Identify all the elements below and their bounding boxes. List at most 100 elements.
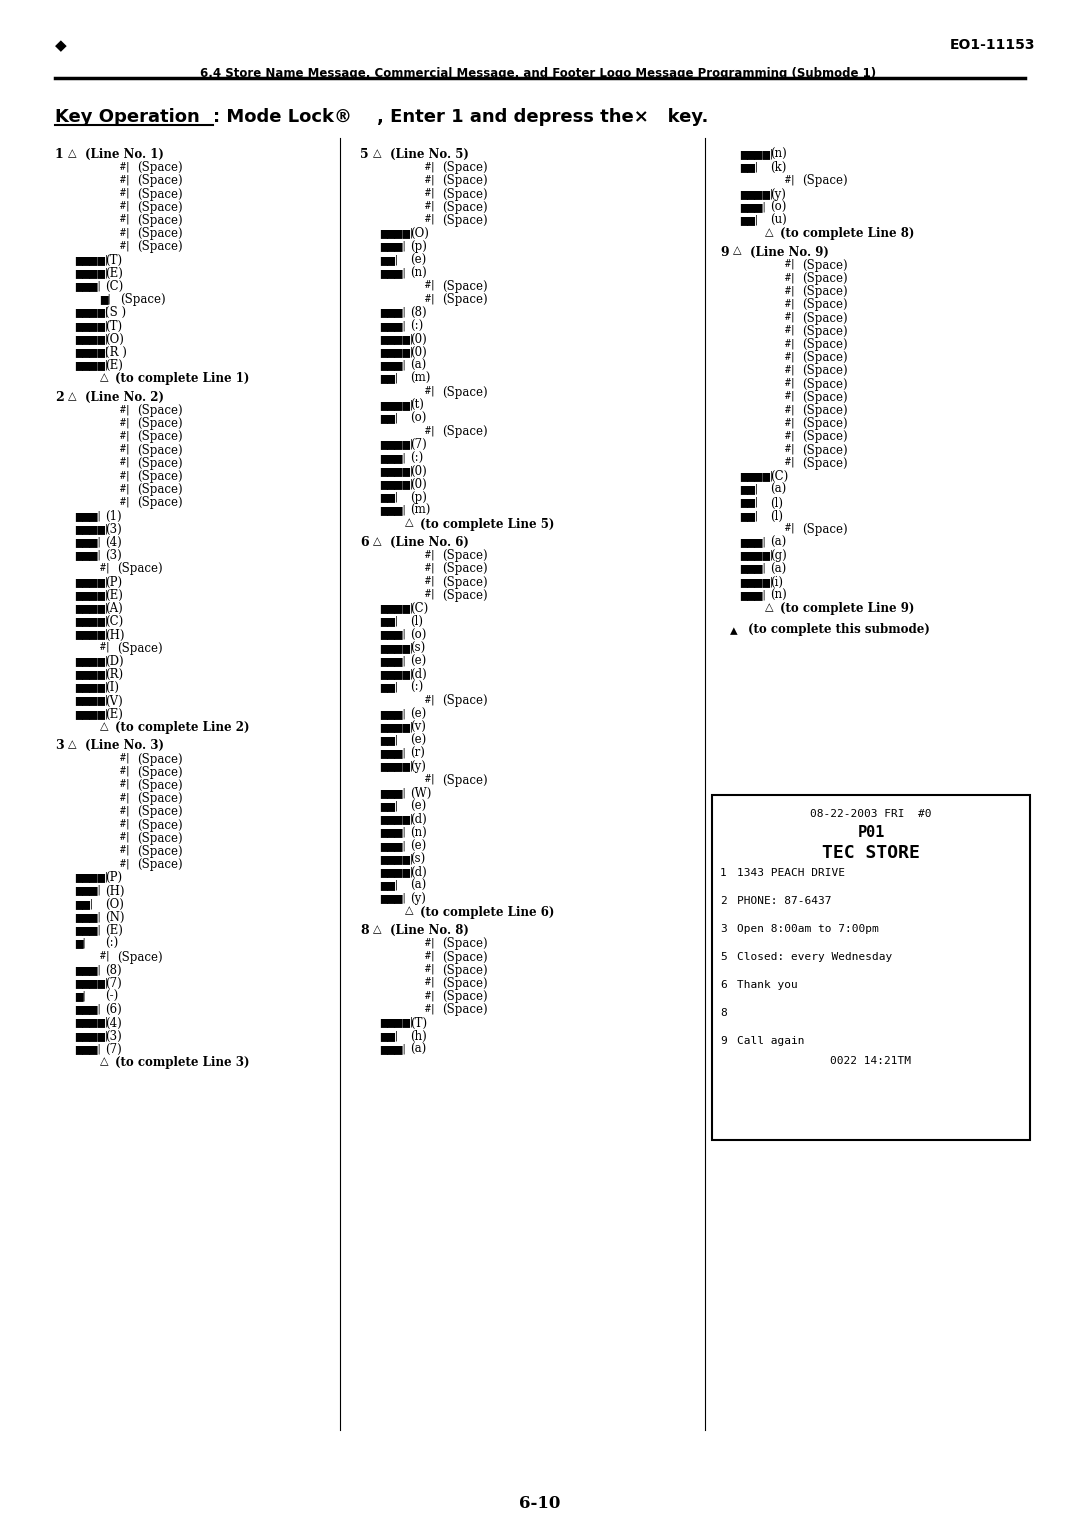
Text: (E): (E): [105, 359, 123, 373]
Text: (m): (m): [410, 504, 430, 518]
Text: ▇▇▇▇|: ▇▇▇▇|: [75, 345, 108, 358]
Text: ▇▇▇|: ▇▇▇|: [740, 562, 766, 573]
Text: Key Operation: Key Operation: [55, 108, 200, 125]
Text: (t): (t): [410, 399, 423, 413]
Text: △: △: [765, 602, 773, 613]
Text: ▇▇▇|: ▇▇▇|: [380, 707, 406, 718]
Text: (s): (s): [410, 642, 426, 654]
Text: Open 8:00am to 7:00pm: Open 8:00am to 7:00pm: [737, 924, 879, 934]
Text: #|: #|: [426, 695, 436, 704]
Text: ▇▇▇▇|: ▇▇▇▇|: [740, 188, 773, 199]
Text: (H): (H): [105, 885, 124, 897]
Text: (H): (H): [105, 628, 124, 642]
Text: △: △: [100, 1056, 108, 1067]
Text: △: △: [68, 391, 77, 400]
Text: (Space): (Space): [137, 753, 183, 766]
Text: ▇▇|: ▇▇|: [380, 373, 399, 384]
Text: (p): (p): [410, 240, 427, 254]
Text: (Line No. 2): (Line No. 2): [85, 391, 164, 403]
Text: (Space): (Space): [137, 174, 183, 188]
Text: (Space): (Space): [137, 417, 183, 431]
Text: (Space): (Space): [442, 773, 488, 787]
Text: ▇▇▇▇|: ▇▇▇▇|: [75, 628, 108, 639]
Text: (Space): (Space): [442, 588, 488, 602]
Text: ▇▇▇▇|: ▇▇▇▇|: [380, 866, 414, 877]
Text: ▇▇|: ▇▇|: [740, 483, 758, 494]
Text: ▇▇▇▇|: ▇▇▇▇|: [75, 333, 108, 344]
Text: #|: #|: [120, 805, 132, 816]
Text: ▇▇▇|: ▇▇▇|: [75, 885, 100, 895]
Text: ◆: ◆: [55, 38, 67, 53]
Text: #|: #|: [426, 188, 436, 199]
Text: ▇▇|: ▇▇|: [380, 1030, 399, 1041]
Text: (o): (o): [410, 628, 427, 642]
Text: (to complete Line 1): (to complete Line 1): [114, 373, 249, 385]
Text: ▇▇▇▇|: ▇▇▇▇|: [380, 333, 414, 344]
Text: △: △: [405, 906, 414, 915]
Text: (Space): (Space): [137, 188, 183, 200]
Text: (C): (C): [105, 616, 123, 628]
Text: (e): (e): [410, 840, 427, 853]
Text: #|: #|: [785, 351, 797, 362]
Text: △: △: [100, 721, 108, 730]
Text: ▇▇▇|: ▇▇▇|: [380, 319, 406, 330]
Text: △: △: [765, 228, 773, 237]
Text: ▇▇▇▇|: ▇▇▇▇|: [380, 602, 414, 613]
Text: 1: 1: [720, 868, 727, 879]
Text: (3): (3): [105, 549, 122, 562]
Text: (Line No. 3): (Line No. 3): [85, 740, 164, 752]
Text: ▇▇▇|: ▇▇▇|: [380, 240, 406, 251]
Text: 6.4 Store Name Message, Commercial Message, and Footer Logo Message Programming : 6.4 Store Name Message, Commercial Messa…: [200, 67, 876, 79]
Text: #|: #|: [785, 431, 797, 442]
Text: (:): (:): [410, 452, 423, 465]
Text: #|: #|: [120, 766, 132, 776]
Text: (to complete Line 3): (to complete Line 3): [114, 1056, 249, 1070]
Text: (7): (7): [105, 1044, 122, 1056]
Text: (D): (D): [105, 656, 123, 668]
Text: #|: #|: [785, 443, 797, 454]
Text: (I): (I): [105, 681, 119, 694]
Text: 8: 8: [360, 924, 368, 937]
Text: ▇▇▇|: ▇▇▇|: [380, 787, 406, 798]
Text: ▇▇▇|: ▇▇▇|: [380, 452, 406, 463]
Text: (Space): (Space): [137, 859, 183, 871]
Text: ▇▇▇|: ▇▇▇|: [75, 280, 100, 290]
Text: ▇▇▇▇|: ▇▇▇▇|: [75, 668, 108, 678]
Text: ▇▇▇▇|: ▇▇▇▇|: [75, 871, 108, 882]
Text: ▇▇|: ▇▇|: [75, 898, 93, 909]
Text: Closed: every Wednesday: Closed: every Wednesday: [737, 952, 892, 963]
Text: (0): (0): [410, 478, 427, 490]
Text: (Space): (Space): [442, 200, 488, 214]
Text: ▇▇▇▇|: ▇▇▇▇|: [75, 681, 108, 692]
Text: ▇▇▇▇|: ▇▇▇▇|: [380, 761, 414, 772]
Text: (3): (3): [105, 1030, 122, 1042]
Text: #|: #|: [120, 859, 132, 868]
Text: ▇▇▇▇|: ▇▇▇▇|: [75, 267, 108, 278]
Text: Thank you: Thank you: [737, 979, 798, 990]
Text: ▇▇|: ▇▇|: [380, 879, 399, 891]
Text: #|: #|: [426, 588, 436, 599]
Text: (Space): (Space): [442, 549, 488, 562]
Text: (E): (E): [105, 588, 123, 602]
Text: △: △: [68, 740, 77, 749]
Text: (e): (e): [410, 707, 427, 721]
Text: (Space): (Space): [137, 766, 183, 779]
Text: (0): (0): [410, 345, 427, 359]
Text: #|: #|: [120, 819, 132, 830]
Text: (Space): (Space): [137, 792, 183, 805]
Text: ▇▇▇▇|: ▇▇▇▇|: [75, 695, 108, 706]
Text: ▇▇▇▇|: ▇▇▇▇|: [75, 1016, 108, 1027]
Text: ▇▇▇▇|: ▇▇▇▇|: [75, 254, 108, 264]
Text: ▇▇▇▇|: ▇▇▇▇|: [75, 976, 108, 989]
Text: ▇▇▇▇|: ▇▇▇▇|: [75, 707, 108, 718]
Text: (Space): (Space): [802, 391, 848, 403]
Text: #|: #|: [785, 403, 797, 414]
Text: #|: #|: [120, 188, 132, 199]
Text: 1: 1: [55, 148, 64, 160]
Text: (Space): (Space): [442, 188, 488, 200]
Text: (Space): (Space): [442, 937, 488, 950]
Text: #|: #|: [785, 286, 797, 296]
Text: ▇▇|: ▇▇|: [380, 254, 399, 264]
Text: #|: #|: [426, 562, 436, 573]
Text: (T): (T): [410, 1016, 427, 1030]
